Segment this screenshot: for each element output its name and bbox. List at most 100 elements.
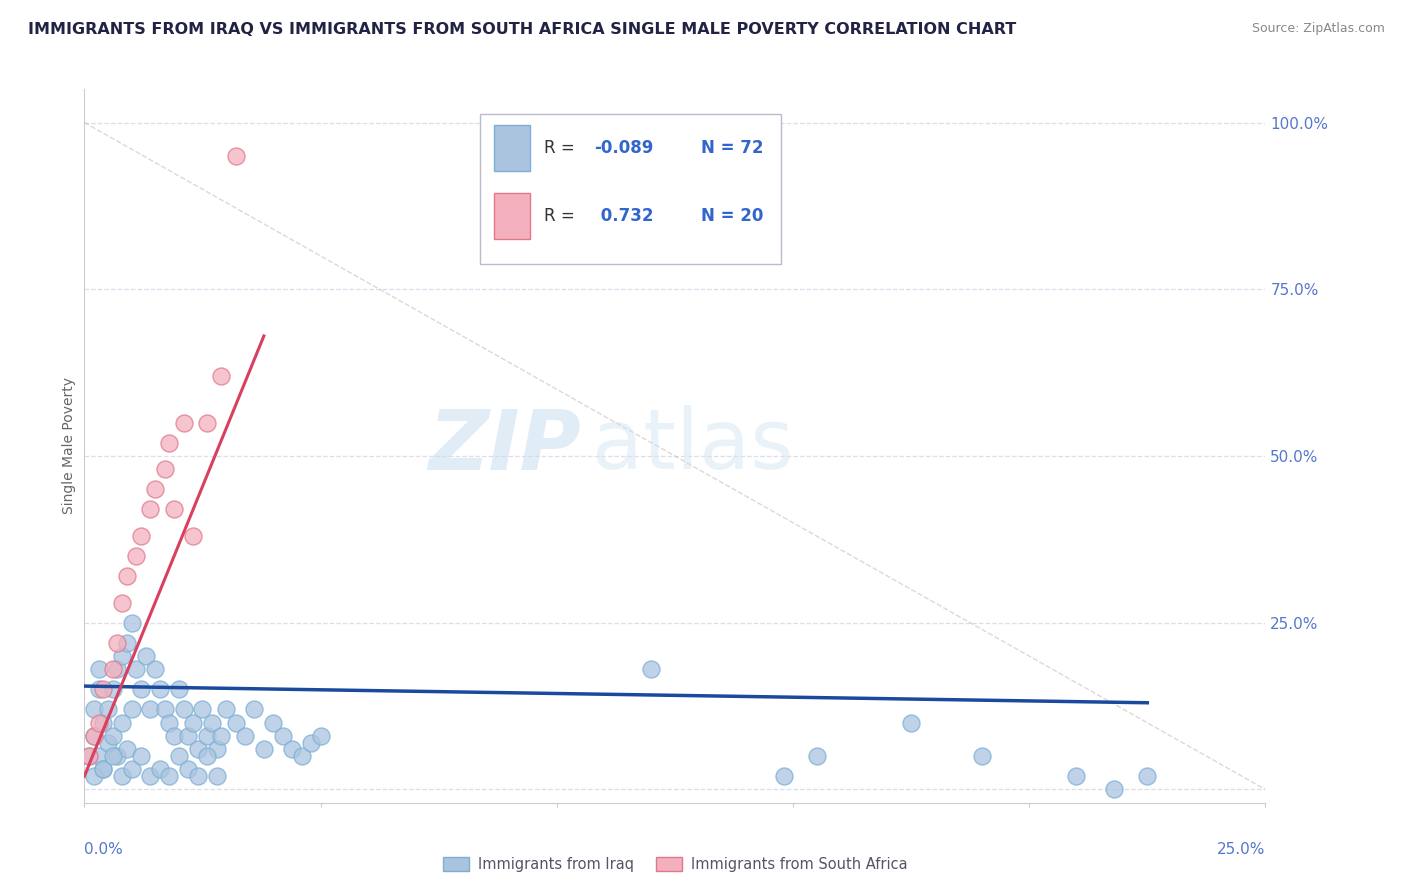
- Point: [187, 742, 209, 756]
- Point: [97, 736, 120, 750]
- Point: [129, 529, 152, 543]
- Point: [83, 729, 105, 743]
- Point: [1066, 769, 1088, 783]
- Point: [173, 416, 195, 430]
- Y-axis label: Single Male Poverty: Single Male Poverty: [62, 377, 76, 515]
- Point: [83, 702, 105, 716]
- Point: [125, 662, 148, 676]
- Point: [129, 749, 152, 764]
- Point: [205, 769, 228, 783]
- Point: [225, 149, 247, 163]
- Point: [91, 763, 114, 777]
- Point: [107, 749, 129, 764]
- Point: [77, 749, 100, 764]
- Point: [157, 715, 180, 730]
- Legend: Immigrants from Iraq, Immigrants from South Africa: Immigrants from Iraq, Immigrants from So…: [437, 851, 912, 878]
- Point: [291, 749, 314, 764]
- Point: [173, 702, 195, 716]
- Point: [87, 715, 110, 730]
- Text: atlas: atlas: [592, 406, 794, 486]
- Point: [115, 742, 138, 756]
- Text: IMMIGRANTS FROM IRAQ VS IMMIGRANTS FROM SOUTH AFRICA SINGLE MALE POVERTY CORRELA: IMMIGRANTS FROM IRAQ VS IMMIGRANTS FROM …: [28, 22, 1017, 37]
- Point: [153, 462, 176, 476]
- Point: [195, 416, 218, 430]
- Point: [111, 715, 134, 730]
- Point: [115, 636, 138, 650]
- Point: [181, 529, 204, 543]
- Text: R =: R =: [544, 139, 579, 157]
- Point: [153, 702, 176, 716]
- Point: [309, 729, 332, 743]
- Point: [157, 435, 180, 450]
- Point: [1136, 769, 1159, 783]
- Point: [135, 649, 157, 664]
- Point: [271, 729, 294, 743]
- Point: [101, 749, 124, 764]
- Point: [209, 729, 232, 743]
- FancyBboxPatch shape: [479, 114, 782, 264]
- Point: [115, 569, 138, 583]
- Point: [121, 702, 143, 716]
- Point: [111, 649, 134, 664]
- Point: [225, 715, 247, 730]
- Point: [163, 729, 186, 743]
- Point: [772, 769, 794, 783]
- Point: [83, 769, 105, 783]
- Point: [253, 742, 276, 756]
- Point: [129, 682, 152, 697]
- Point: [177, 763, 200, 777]
- Point: [195, 749, 218, 764]
- Point: [970, 749, 993, 764]
- Text: Source: ZipAtlas.com: Source: ZipAtlas.com: [1251, 22, 1385, 36]
- Point: [107, 636, 129, 650]
- Point: [149, 682, 172, 697]
- Text: N = 20: N = 20: [700, 207, 763, 225]
- Point: [125, 549, 148, 563]
- Text: 25.0%: 25.0%: [1218, 842, 1265, 857]
- Point: [91, 715, 114, 730]
- Point: [97, 702, 120, 716]
- Point: [87, 682, 110, 697]
- Point: [640, 662, 662, 676]
- Text: ZIP: ZIP: [427, 406, 581, 486]
- Point: [167, 682, 190, 697]
- Point: [1102, 782, 1125, 797]
- Point: [101, 662, 124, 676]
- Point: [177, 729, 200, 743]
- Point: [281, 742, 304, 756]
- Point: [262, 715, 284, 730]
- Point: [167, 749, 190, 764]
- Point: [101, 682, 124, 697]
- Point: [111, 769, 134, 783]
- Point: [87, 662, 110, 676]
- Point: [806, 749, 828, 764]
- Point: [87, 749, 110, 764]
- Point: [121, 763, 143, 777]
- Text: N = 72: N = 72: [700, 139, 763, 157]
- Point: [900, 715, 922, 730]
- Point: [143, 662, 166, 676]
- Point: [195, 729, 218, 743]
- Point: [191, 702, 214, 716]
- Point: [205, 742, 228, 756]
- FancyBboxPatch shape: [494, 125, 530, 171]
- Point: [121, 615, 143, 630]
- Point: [209, 368, 232, 383]
- Point: [187, 769, 209, 783]
- Point: [243, 702, 266, 716]
- Point: [101, 729, 124, 743]
- Point: [181, 715, 204, 730]
- Point: [139, 702, 162, 716]
- Text: -0.089: -0.089: [595, 139, 654, 157]
- Point: [299, 736, 322, 750]
- Point: [149, 763, 172, 777]
- Point: [83, 729, 105, 743]
- Point: [91, 682, 114, 697]
- Point: [77, 749, 100, 764]
- Point: [91, 763, 114, 777]
- FancyBboxPatch shape: [494, 193, 530, 239]
- Point: [143, 483, 166, 497]
- Text: R =: R =: [544, 207, 579, 225]
- Point: [163, 502, 186, 516]
- Point: [139, 769, 162, 783]
